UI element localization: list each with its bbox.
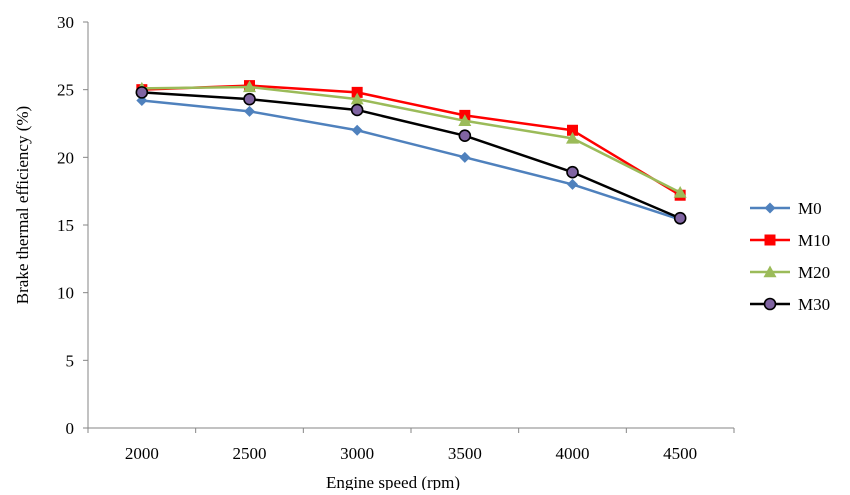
data-point-m30 [458,129,472,142]
data-point-m0 [459,151,471,163]
legend-swatch-marker [763,297,777,311]
data-point-m20 [566,131,579,144]
series-line-m0 [141,99,681,221]
data-point-m10 [567,124,578,136]
axes [83,21,735,433]
data-point-m20 [350,92,364,105]
y-tick-label: 20 [57,148,74,167]
series-line-m10 [141,84,681,197]
x-tick-labels: 2000 2500 3000 3500 4000 4500 [125,444,697,463]
data-point-m10 [351,86,363,98]
data-point-m30 [673,211,687,225]
legend-swatch-marker [764,202,776,214]
y-tick-label: 0 [66,419,75,438]
legend-swatch-marker [764,234,776,246]
y-axis-title: Brake thermal efficiency (%) [13,106,32,304]
legend-item-m0: M0 [750,199,822,218]
x-tick-label: 2000 [125,444,159,463]
y-tick-labels: 0 5 10 15 20 25 30 [57,13,74,438]
legend-label: M20 [798,263,830,282]
data-point-m0 [567,178,578,190]
y-tick-label: 5 [66,351,75,370]
series-line-m30 [141,91,681,220]
x-tick-label: 3500 [448,444,482,463]
data-point-m20 [243,80,256,93]
legend-label: M30 [798,295,830,314]
data-point-m30 [135,86,149,99]
y-tick-label: 30 [57,13,74,32]
legend: M0 M10 M20 M30 [750,199,830,314]
legend-item-m20: M20 [750,263,830,282]
data-point-m0 [244,105,255,117]
series-layer [135,80,687,226]
y-tick-label: 15 [57,216,74,235]
y-tick-label: 25 [57,81,74,100]
data-point-m30 [350,103,364,117]
data-point-m30 [566,165,579,179]
x-axis-title: Engine speed (rpm) [326,473,460,490]
data-point-m20 [458,114,472,126]
series-line-m20 [141,85,681,194]
data-point-m0 [351,124,363,136]
series-m0 [136,94,686,226]
data-point-m20 [673,186,687,198]
legend-item-m30: M30 [750,295,830,314]
x-tick-label: 3000 [340,444,374,463]
legend-swatch-marker [763,265,777,278]
data-point-m30 [243,92,256,106]
legend-item-m10: M10 [750,231,830,250]
series-m30 [135,86,687,225]
legend-label: M10 [798,231,830,250]
y-tick-label: 10 [57,284,74,303]
x-tick-label: 2500 [233,444,267,463]
legend-label: M0 [798,199,822,218]
x-tick-label: 4000 [556,444,590,463]
x-tick-label: 4500 [663,444,697,463]
